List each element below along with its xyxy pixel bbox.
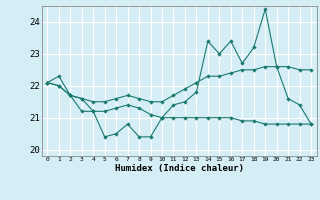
X-axis label: Humidex (Indice chaleur): Humidex (Indice chaleur) <box>115 164 244 173</box>
